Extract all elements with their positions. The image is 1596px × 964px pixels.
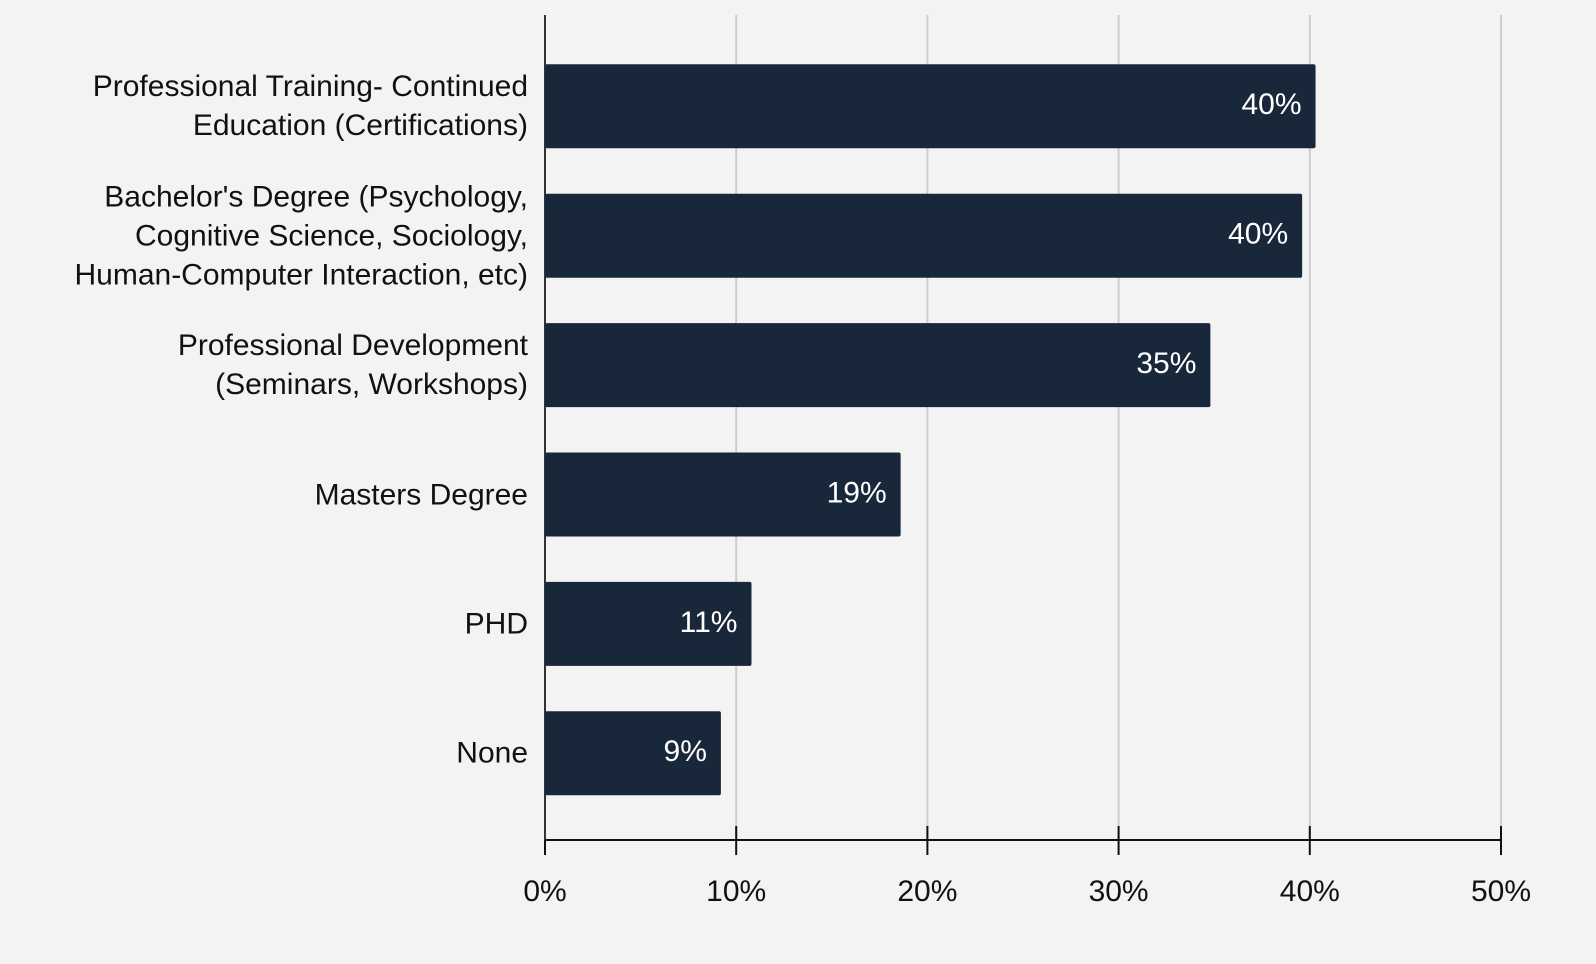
data-label: 40% xyxy=(1228,218,1288,251)
bar xyxy=(545,193,1303,278)
bar xyxy=(545,711,721,796)
data-label: 11% xyxy=(680,606,738,639)
y-tick-label: Professional Development (Seminars, Work… xyxy=(177,329,528,402)
data-label: 19% xyxy=(827,476,887,509)
data-label: 35% xyxy=(1136,347,1196,380)
y-tick-label: PHD xyxy=(464,607,528,641)
x-tick-label: 10% xyxy=(706,875,766,908)
y-tick-label: Professional Training- Continued Educati… xyxy=(92,70,528,143)
y-tick-label: Bachelor's Degree (Psychology, Cognitive… xyxy=(74,180,528,292)
data-label: 9% xyxy=(664,735,707,768)
x-tick-label: 0% xyxy=(523,875,566,908)
data-label: 40% xyxy=(1241,88,1301,121)
y-tick-label: Masters Degree xyxy=(314,478,528,511)
bar xyxy=(545,581,752,666)
x-tick-label: 30% xyxy=(1089,875,1149,908)
bar xyxy=(545,452,901,537)
x-tick-label: 20% xyxy=(897,875,957,908)
x-tick-label: 50% xyxy=(1471,875,1531,908)
bar xyxy=(545,64,1316,149)
bar xyxy=(545,323,1211,408)
x-tick-label: 40% xyxy=(1280,875,1340,908)
y-tick-label: None xyxy=(456,736,528,770)
